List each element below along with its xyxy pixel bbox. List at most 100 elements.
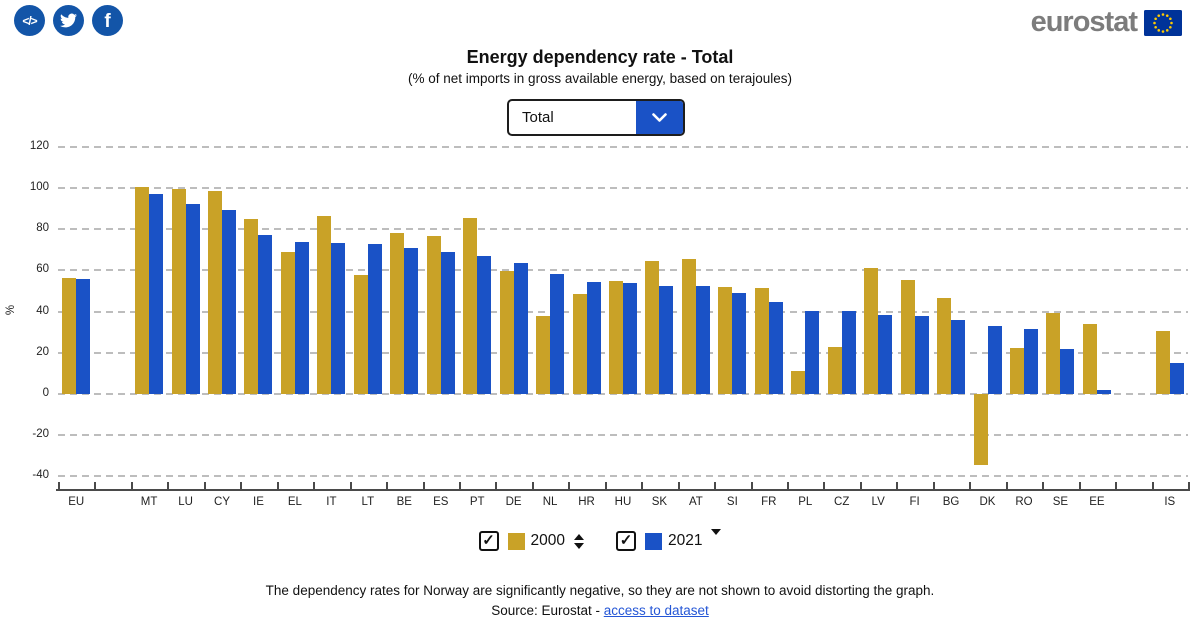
series-2000-checkbox[interactable]: ✓ xyxy=(478,531,499,551)
bar-2000-IT xyxy=(317,216,332,394)
x-axis-tick xyxy=(1115,482,1118,489)
gridline-60 xyxy=(58,269,1188,272)
x-axis-label-MT: MT xyxy=(140,496,158,508)
eu-flag-icon xyxy=(1144,9,1182,36)
x-axis-label-EE: EE xyxy=(1089,496,1105,508)
social-share-bar: </> f xyxy=(14,5,123,36)
x-axis-tick xyxy=(932,482,935,489)
bar-2000-HR xyxy=(572,293,587,394)
bar-2021-EU xyxy=(76,279,91,394)
series-2021-label: 2021 xyxy=(668,532,703,549)
facebook-share-button[interactable]: f xyxy=(92,5,123,36)
bar-2000-PL xyxy=(791,371,806,394)
bar-2000-IS xyxy=(1155,330,1170,394)
bar-2000-CZ xyxy=(827,346,842,394)
x-axis-tick xyxy=(677,482,680,489)
x-axis-tick xyxy=(167,482,170,489)
x-axis-tick xyxy=(1188,482,1190,489)
dropdown-toggle-button[interactable] xyxy=(636,101,683,134)
indicator-select[interactable]: Total xyxy=(507,99,685,136)
source-line: Source: Eurostat - access to dataset xyxy=(0,603,1200,618)
bar-2000-SK xyxy=(645,260,660,394)
bar-2021-AT xyxy=(695,286,710,394)
bar-2000-MT xyxy=(135,187,150,394)
bar-2000-RO xyxy=(1009,348,1024,394)
bar-2021-SI xyxy=(732,293,747,394)
legend-item-2000: ✓ 2000 xyxy=(478,531,584,551)
twitter-share-button[interactable] xyxy=(53,5,84,36)
checkmark-icon: ✓ xyxy=(482,531,495,549)
bar-2000-LV xyxy=(864,268,879,394)
x-axis-label-HR: HR xyxy=(578,496,595,508)
bar-2021-SK xyxy=(659,285,674,394)
x-axis-tick xyxy=(750,482,753,489)
x-axis-label-ES: ES xyxy=(433,496,449,508)
x-axis-label-RO: RO xyxy=(1015,496,1033,508)
norway-footnote: The dependency rates for Norway are sign… xyxy=(265,583,935,598)
x-axis-label-FI: FI xyxy=(909,496,920,508)
x-axis-label-FR: FR xyxy=(761,496,777,508)
sort-2021-button[interactable] xyxy=(711,529,722,553)
bar-2021-DK xyxy=(987,326,1002,394)
y-axis-tick-label: -20 xyxy=(32,428,49,441)
x-axis-tick xyxy=(240,482,243,489)
sort-descending-icon xyxy=(711,529,722,552)
bar-2000-NL xyxy=(536,315,551,394)
x-axis-tick xyxy=(969,482,972,489)
bar-2021-LV xyxy=(878,314,893,394)
bar-2021-NL xyxy=(550,274,565,394)
sort-ascending-icon xyxy=(574,533,584,540)
bar-2021-BG xyxy=(951,319,966,394)
x-axis-tick xyxy=(58,482,60,489)
bar-2000-DK xyxy=(973,394,988,466)
access-to-dataset-link[interactable]: access to dataset xyxy=(603,603,709,618)
bar-2021-BE xyxy=(404,248,419,394)
x-axis-tick xyxy=(1078,482,1081,489)
x-axis-tick xyxy=(276,482,279,489)
sort-descending-icon xyxy=(574,542,584,549)
chart-subtitle: (% of net imports in gross available ene… xyxy=(408,71,792,86)
series-2021-swatch xyxy=(645,532,662,550)
x-axis-label-EU: EU xyxy=(68,496,85,508)
bar-2000-DE xyxy=(499,271,514,394)
series-2021-checkbox[interactable]: ✓ xyxy=(616,531,636,551)
y-axis-tick-label: 60 xyxy=(36,263,49,276)
series-2000-label: 2000 xyxy=(530,532,565,549)
twitter-icon xyxy=(60,13,77,28)
embed-code-button[interactable]: </> xyxy=(14,5,45,36)
x-axis-tick xyxy=(313,482,316,489)
x-axis-label-IS: IS xyxy=(1164,496,1176,508)
bar-2000-AT xyxy=(681,259,696,394)
x-axis-label-IE: IE xyxy=(253,496,264,508)
y-axis-tick-label: 80 xyxy=(36,222,49,235)
x-axis-label-DE: DE xyxy=(505,496,522,508)
indicator-select-value: Total xyxy=(522,109,554,126)
x-axis-label-PT: PT xyxy=(469,496,485,508)
x-axis-tick xyxy=(94,482,97,489)
x-axis-label-SI: SI xyxy=(726,496,738,508)
x-axis-label-SE: SE xyxy=(1052,496,1069,508)
x-axis-label-HU: HU xyxy=(614,496,632,508)
bar-2021-LT xyxy=(367,244,382,394)
x-axis-label-CY: CY xyxy=(214,496,230,508)
x-axis-tick xyxy=(859,482,862,489)
x-axis-tick xyxy=(604,482,607,489)
x-axis-tick xyxy=(1042,482,1045,489)
x-axis-tick xyxy=(787,482,790,489)
chart-title: Energy dependency rate - Total xyxy=(466,47,734,67)
sort-toggle-2000-button[interactable] xyxy=(574,533,584,549)
x-axis-line xyxy=(56,489,1190,491)
x-axis-tick xyxy=(823,482,826,489)
chevron-down-icon xyxy=(652,112,667,122)
bar-2000-SE xyxy=(1046,312,1061,394)
x-axis-tick xyxy=(531,482,534,489)
x-axis-tick xyxy=(422,482,425,489)
bar-2000-EL xyxy=(280,251,295,394)
bar-2021-PL xyxy=(805,310,820,394)
bar-2021-DE xyxy=(513,262,528,394)
bar-2021-HU xyxy=(623,282,637,394)
bar-2000-IE xyxy=(244,218,259,394)
x-axis-label-NL: NL xyxy=(542,496,558,508)
x-axis-label-DK: DK xyxy=(979,496,996,508)
